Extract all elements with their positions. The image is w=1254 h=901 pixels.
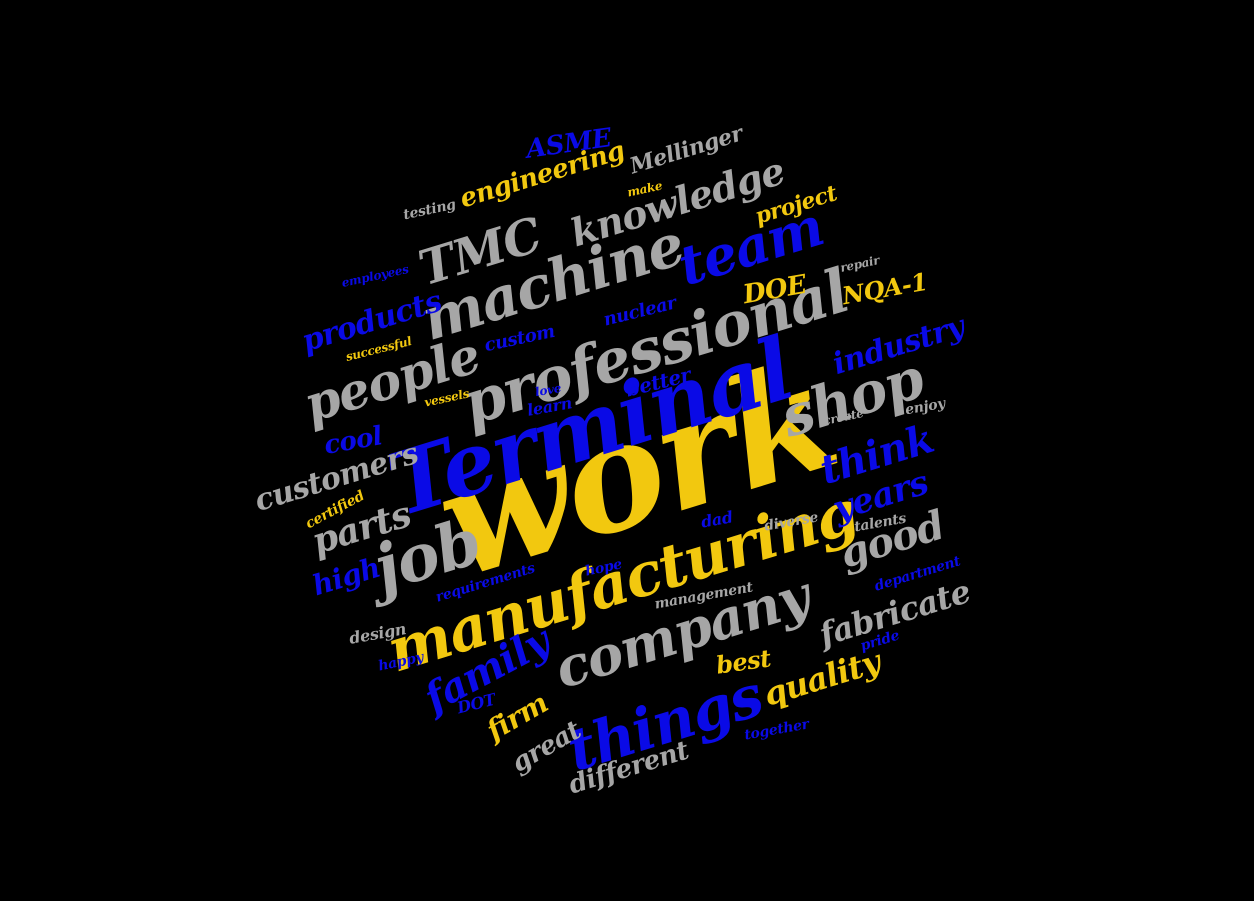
word-employees: employees: [340, 262, 410, 290]
word-repair: repair: [838, 253, 881, 275]
word-quality: quality: [759, 642, 885, 714]
word-best: best: [713, 643, 772, 680]
word-testing: testing: [401, 196, 457, 224]
word-nqa-1: NQA-1: [840, 266, 930, 311]
